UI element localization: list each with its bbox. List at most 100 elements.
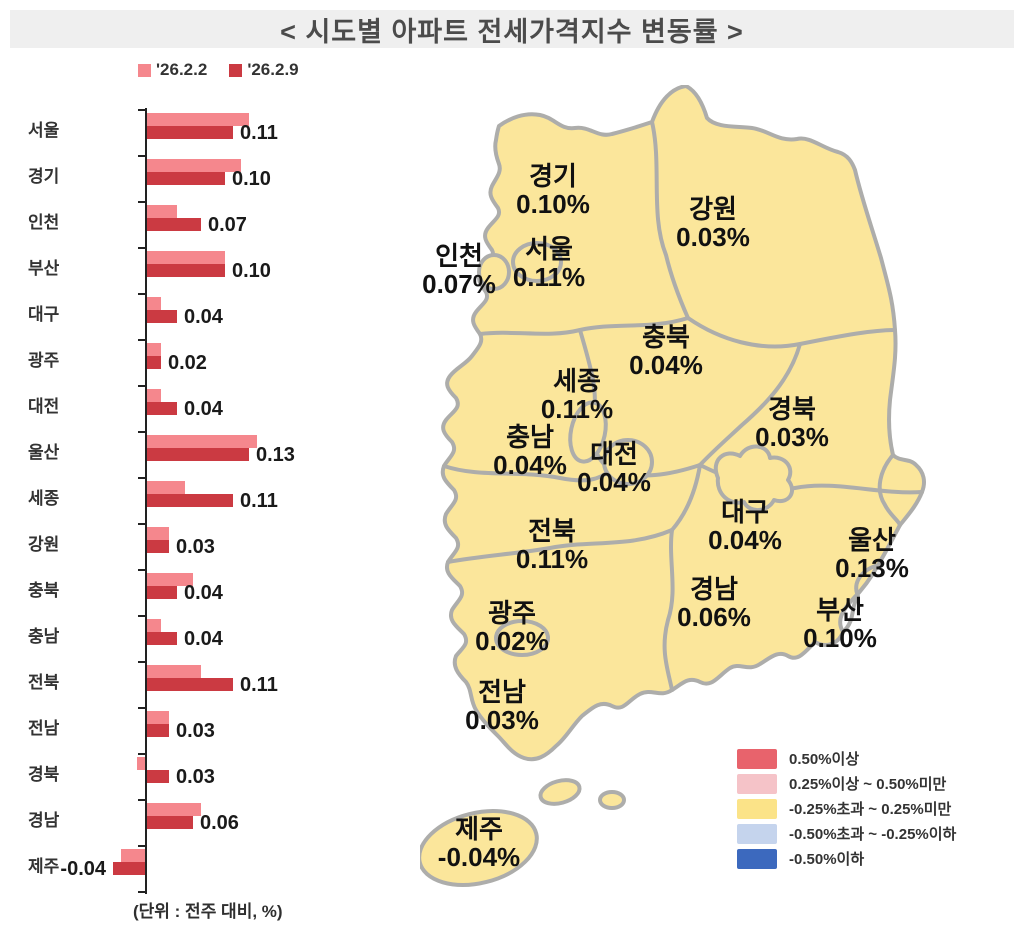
bar-value-label: 0.04 [184, 306, 223, 328]
page-title: < 시도별 아파트 전세가격지수 변동률 > [280, 16, 744, 47]
map-island-small-1 [538, 778, 582, 806]
bar-category-label: 세종 [28, 489, 60, 508]
map-legend-label: -0.50%초과 ~ -0.25%이하 [789, 826, 957, 843]
bar-chart-legend: '26.2.2 '26.2.9 [138, 60, 299, 80]
map-legend-swatch-icon [737, 748, 777, 769]
map-legend-row: -0.50%초과 ~ -0.25%이하 [737, 821, 956, 846]
bar-prev-week [145, 159, 241, 172]
axis-tick [138, 615, 145, 617]
bar-this-week [145, 218, 201, 231]
bar-this-week [145, 494, 233, 507]
map-legend-label: 0.50%이상 [789, 751, 860, 768]
bar-value-label: 0.11 [240, 490, 278, 512]
bar-prev-week [145, 711, 169, 724]
bar-value-label: 0.10 [232, 168, 271, 190]
korea-map: 경기 0.10% 강원 0.03% 인천 0.07% 서울 0.11% 충북 0.04% 세종 0.1… [420, 85, 926, 887]
axis-tick [138, 799, 145, 801]
map-landmass [420, 85, 926, 887]
bar-this-week [145, 172, 225, 185]
bar-value-label: 0.02 [168, 352, 207, 374]
bar-this-week [145, 586, 177, 599]
bar-category-label: 충북 [28, 581, 60, 600]
bar-prev-week [145, 343, 161, 356]
axis-tick [138, 707, 145, 709]
bar-value-label: 0.07 [208, 214, 247, 236]
map-region-daejeon [602, 438, 654, 486]
map-label-전북: 전북 0.11% [516, 516, 588, 574]
axis-tick [138, 339, 145, 341]
bar-category-label: 인천 [28, 213, 60, 232]
map-legend-row: -0.50%이하 [737, 846, 956, 871]
bar-this-week [145, 448, 249, 461]
bar-value-label: 0.03 [176, 766, 215, 788]
map-label-강원: 강원 0.03% [676, 194, 750, 252]
bar-value-label: 0.04 [184, 628, 223, 650]
bar-this-week [145, 770, 169, 783]
map-region-incheon [477, 253, 511, 291]
bar-category-label: 제주 [28, 857, 60, 876]
legend-swatch-icon [229, 63, 243, 77]
bar-prev-week [145, 527, 169, 540]
bar-this-week [145, 126, 233, 139]
map-legend: 0.50%이상 0.25%이상 ~ 0.50%미만 -0.25%초과 ~ 0.25%… [737, 746, 956, 871]
bar-this-week [145, 264, 225, 277]
map-label-세종: 세종 0.11% [541, 366, 613, 424]
map-label-대구: 대구 0.04% [708, 497, 782, 555]
map-region-sejong [568, 400, 608, 464]
bar-category-label: 서울 [28, 121, 60, 140]
map-label-전남: 전남 0.03% [465, 677, 539, 735]
map-region-daegu [713, 444, 794, 512]
bar-value-label: 0.06 [200, 812, 239, 834]
bar-prev-week [145, 573, 193, 586]
axis-tick [138, 477, 145, 479]
title-bar: < 시도별 아파트 전세가격지수 변동률 > [10, 10, 1014, 48]
bar-prev-week [145, 435, 257, 448]
bar-this-week [145, 678, 233, 691]
axis-tick [138, 293, 145, 295]
map-region-gwangju [494, 619, 550, 657]
map-legend-swatch-icon [737, 773, 777, 794]
bar-category-label: 경북 [28, 765, 60, 784]
bar-value-label: -0.04 [60, 858, 106, 880]
bar-value-label: 0.03 [176, 536, 215, 558]
bar-prev-week [145, 113, 249, 126]
legend-item: '26.2.9 [229, 60, 299, 80]
bar-prev-week [121, 849, 145, 862]
axis-tick [138, 201, 145, 203]
y-axis-line [145, 108, 147, 894]
bar-prev-week [145, 389, 161, 402]
bar-this-week [145, 310, 177, 323]
bar-prev-week [145, 665, 201, 678]
map-label-충북: 충북 0.04% [629, 322, 703, 380]
axis-tick [138, 845, 145, 847]
map-label-경남: 경남 0.06% [677, 574, 751, 632]
legend-swatch-icon [138, 63, 151, 77]
bar-category-label: 대구 [28, 305, 60, 324]
bar-category-label: 울산 [28, 443, 60, 462]
bar-category-label: 충남 [28, 627, 60, 646]
axis-tick [138, 661, 145, 663]
map-label-경기: 경기 0.10% [516, 161, 590, 219]
axis-tick [138, 247, 145, 249]
map-legend-swatch-icon [737, 823, 777, 844]
map-legend-label: -0.50%이하 [789, 851, 865, 868]
legend-label: '26.2.2 [156, 60, 208, 79]
bar-this-week [145, 402, 177, 415]
map-region-seoul [511, 241, 563, 283]
axis-tick [138, 891, 145, 893]
map-label-경북: 경북 0.03% [755, 394, 829, 452]
map-label-광주: 광주 0.02% [475, 598, 549, 656]
map-label-제주: 제주 -0.04% [438, 814, 520, 872]
map-region-jeju [420, 809, 539, 887]
bar-value-label: 0.04 [184, 398, 223, 420]
map-legend-label: -0.25%초과 ~ 0.25%미만 [789, 801, 952, 818]
bar-prev-week [145, 297, 161, 310]
bar-this-week [145, 816, 193, 829]
map-label-울산: 울산 0.13% [835, 525, 909, 583]
bar-category-label: 경남 [28, 811, 60, 830]
bar-this-week [145, 356, 161, 369]
bar-category-label: 강원 [28, 535, 60, 554]
bar-this-week [145, 540, 169, 553]
bar-category-label: 부산 [28, 259, 60, 278]
bar-value-label: 0.04 [184, 582, 223, 604]
